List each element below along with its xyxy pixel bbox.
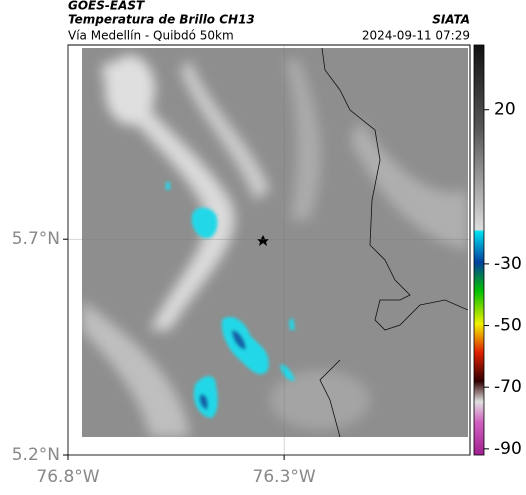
product: Temperatura de Brillo CH13 — [68, 13, 255, 27]
agency: SIATA — [432, 13, 470, 27]
satellite-image — [82, 48, 468, 437]
colorbar-tick-label: -50 — [494, 316, 522, 336]
y-tick-label: 5.2°N — [12, 445, 60, 465]
y-tick-label: 5.7°N — [12, 229, 60, 249]
timestamp: 2024-09-11 07:29 — [362, 29, 470, 43]
colorbar-tick-label: 20 — [494, 100, 516, 120]
colorbar-tick-label: -90 — [494, 439, 522, 459]
colorbar-tick-label: -30 — [494, 254, 522, 274]
x-tick-label: 76.3°W — [253, 467, 316, 487]
x-tick-label: 76.8°W — [36, 467, 99, 487]
colorbar — [473, 44, 485, 456]
axes: 76.8°W 76.3°W 5.2°N 5.7°N 20 -30 -50 -70 -90 — [12, 45, 522, 487]
route: Vía Medellín - Quibdó 50km — [68, 29, 234, 43]
source: GOES-EAST — [68, 0, 145, 13]
colorbar-tick-label: -70 — [494, 377, 522, 397]
